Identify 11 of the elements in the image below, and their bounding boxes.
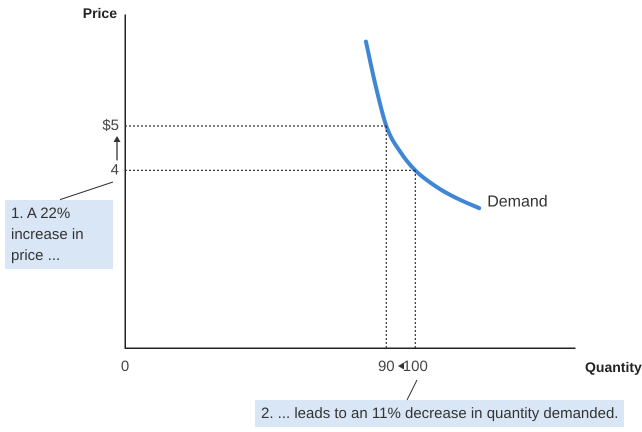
x-axis-title: Quantity xyxy=(585,358,642,375)
y-axis-title: Price xyxy=(82,4,118,21)
line-series xyxy=(364,40,482,210)
x-tick-label: 100 xyxy=(402,358,428,376)
x-tick-label: 90 xyxy=(378,358,395,376)
series-label: Demand xyxy=(487,194,548,211)
y-tick-label: $5 xyxy=(102,117,119,134)
text: 1. A 22% increase in price ... xyxy=(5,200,113,270)
text: 2. ... leads to an 11% decrease in quantity demanded. xyxy=(255,400,624,427)
y-tick-label: 4 xyxy=(110,162,119,179)
x-tick-label: 0 xyxy=(120,358,130,376)
